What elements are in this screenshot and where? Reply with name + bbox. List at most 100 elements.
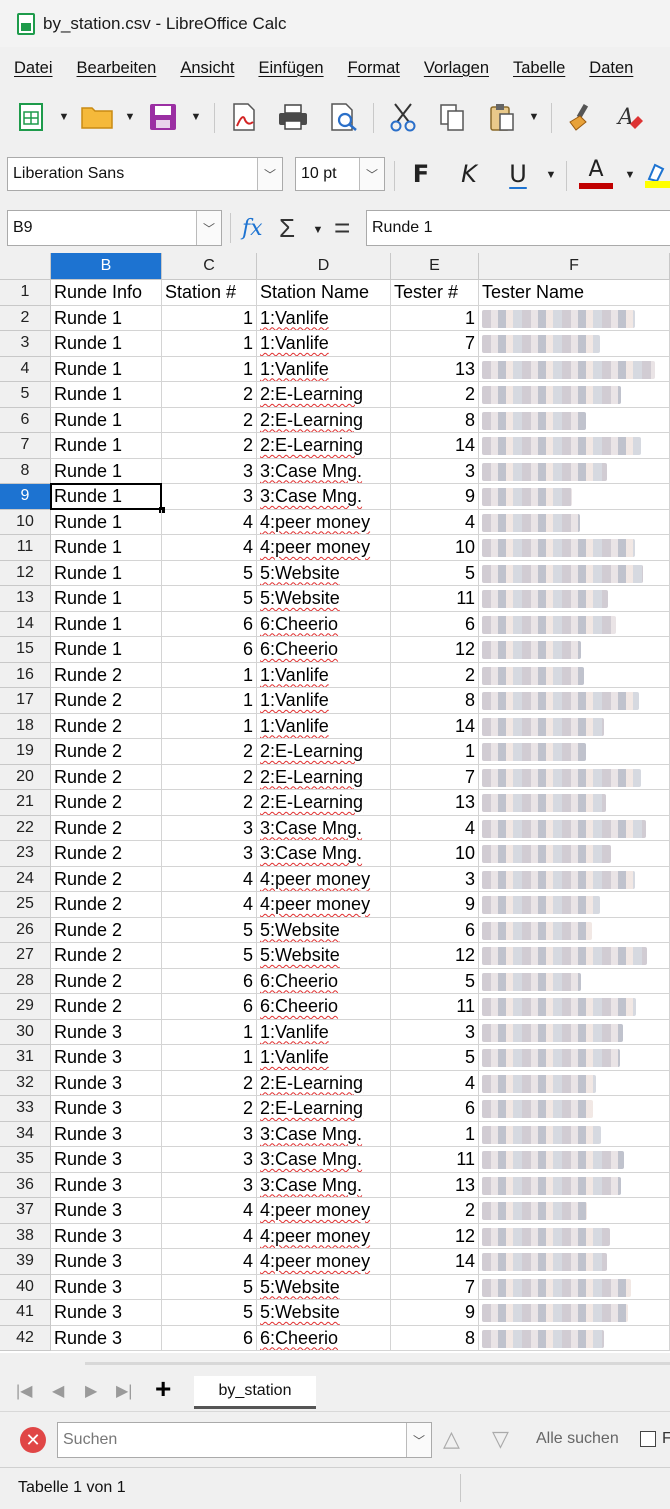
cell-station-number[interactable]: 5 (162, 1274, 257, 1300)
cell-station-name[interactable]: 2:E-Learning (257, 382, 391, 408)
cell-station-number[interactable]: 4 (162, 1198, 257, 1224)
cell-station-number[interactable]: 3 (162, 1172, 257, 1198)
cell-tester-name-redacted[interactable] (479, 739, 670, 765)
cell-station-number[interactable]: 4 (162, 509, 257, 535)
cell-station-number[interactable]: 1 (162, 688, 257, 714)
cell-runde-info[interactable]: Runde 1 (51, 560, 162, 586)
cell-runde-info[interactable]: Runde 1 (51, 535, 162, 561)
cell-tester-number[interactable]: 7 (391, 331, 479, 357)
cell-runde-info[interactable]: Runde 1 (51, 331, 162, 357)
column-header-e[interactable]: E (391, 253, 479, 280)
cell-runde-info[interactable]: Runde 3 (51, 1325, 162, 1351)
cell-runde-info[interactable]: Runde 2 (51, 841, 162, 867)
cell-station-number[interactable]: 2 (162, 739, 257, 765)
cut-icon[interactable] (385, 97, 421, 137)
cell-station-name[interactable]: 2:E-Learning (257, 1070, 391, 1096)
cell-tester-name-redacted[interactable] (479, 1300, 670, 1326)
row-header[interactable]: 13 (0, 586, 51, 612)
formula-input[interactable]: Runde 1 (366, 210, 670, 246)
paste-dropdown-icon[interactable]: ▼ (528, 111, 540, 123)
cell-station-name[interactable]: 2:E-Learning (257, 407, 391, 433)
cell-station-name[interactable]: 3:Case Mng. (257, 1121, 391, 1147)
row-header[interactable]: 33 (0, 1096, 51, 1122)
row-header[interactable]: 15 (0, 637, 51, 663)
cell-station-name[interactable]: 5:Website (257, 1274, 391, 1300)
cell-station-name[interactable]: 6:Cheerio (257, 1325, 391, 1351)
prev-sheet-icon[interactable]: ◀ (52, 1383, 65, 1400)
cell-tester-name-redacted[interactable] (479, 866, 670, 892)
cell-station-name[interactable]: 1:Vanlife (257, 1045, 391, 1071)
cell-tester-name-redacted[interactable] (479, 331, 670, 357)
cell-runde-info[interactable]: Runde 2 (51, 688, 162, 714)
cell-tester-number[interactable]: 8 (391, 1325, 479, 1351)
cell-runde-info[interactable]: Runde 1 (51, 509, 162, 535)
cell-station-name[interactable]: 3:Case Mng. (257, 841, 391, 867)
cell-station-name[interactable]: 1:Vanlife (257, 1019, 391, 1045)
cell-station-number[interactable]: 1 (162, 1045, 257, 1071)
export-pdf-icon[interactable] (226, 97, 262, 137)
cell-tester-name-redacted[interactable] (479, 1070, 670, 1096)
row-header[interactable]: 7 (0, 433, 51, 459)
cell-runde-info[interactable]: Runde 2 (51, 866, 162, 892)
row-header[interactable]: 30 (0, 1019, 51, 1045)
menu-datei[interactable]: Datei (14, 58, 53, 77)
bold-button[interactable]: F (412, 160, 430, 188)
cell-station-name[interactable]: 5:Website (257, 1300, 391, 1326)
new-spreadsheet-icon[interactable] (14, 97, 48, 137)
cell-runde-info[interactable]: Runde 3 (51, 1249, 162, 1275)
cell-tester-number[interactable]: 9 (391, 892, 479, 918)
paste-icon[interactable] (484, 97, 520, 137)
cell-station-name[interactable]: 6:Cheerio (257, 994, 391, 1020)
cell-station-name[interactable]: 3:Case Mng. (257, 815, 391, 841)
cell-runde-info[interactable]: Runde 1 (51, 484, 162, 510)
underline-button[interactable]: U (509, 160, 527, 188)
cell-runde-info[interactable]: Runde 1 (51, 458, 162, 484)
cell-station-number[interactable]: 6 (162, 611, 257, 637)
row-header[interactable]: 23 (0, 841, 51, 867)
cell-station-name[interactable]: 5:Website (257, 586, 391, 612)
cell-station-number[interactable]: 1 (162, 662, 257, 688)
cell-station-number[interactable]: 2 (162, 764, 257, 790)
font-size-combo[interactable]: 10 pt ﹀ (295, 157, 385, 191)
cell-station-number[interactable]: 2 (162, 1096, 257, 1122)
cell-runde-info[interactable]: Runde 1 (51, 611, 162, 637)
cell-tester-number[interactable]: 9 (391, 1300, 479, 1326)
cell-tester-number[interactable]: 2 (391, 662, 479, 688)
name-box[interactable]: B9 ﹀ (7, 210, 222, 246)
cell-tester-number[interactable]: 3 (391, 1019, 479, 1045)
cell-tester-name-redacted[interactable] (479, 1147, 670, 1173)
cell-station-number[interactable]: 5 (162, 917, 257, 943)
row-header[interactable]: 11 (0, 535, 51, 561)
underline-dropdown-icon[interactable]: ▼ (545, 169, 557, 181)
cell-station-name[interactable]: 2:E-Learning (257, 739, 391, 765)
row-header[interactable]: 8 (0, 458, 51, 484)
chevron-down-icon[interactable]: ﹀ (196, 211, 221, 245)
cell-tester-name-redacted[interactable] (479, 917, 670, 943)
cell-station-number[interactable]: 4 (162, 866, 257, 892)
cell-station-name[interactable]: 4:peer money (257, 1249, 391, 1275)
clear-formatting-icon[interactable]: A (612, 97, 648, 137)
cell-tester-number[interactable]: 7 (391, 1274, 479, 1300)
cell-runde-info[interactable]: Runde 1 (51, 407, 162, 433)
cell-tester-number[interactable]: 4 (391, 509, 479, 535)
cell-station-name[interactable]: 6:Cheerio (257, 637, 391, 663)
cell-tester-number[interactable]: 1 (391, 1121, 479, 1147)
row-header[interactable]: 32 (0, 1070, 51, 1096)
header-cell[interactable]: Tester Name (479, 280, 670, 306)
cell-station-number[interactable]: 1 (162, 331, 257, 357)
cell-runde-info[interactable]: Runde 2 (51, 994, 162, 1020)
row-header[interactable]: 3 (0, 331, 51, 357)
menu-daten[interactable]: Daten (589, 58, 634, 77)
row-header[interactable]: 22 (0, 815, 51, 841)
cell-runde-info[interactable]: Runde 3 (51, 1300, 162, 1326)
cell-tester-number[interactable]: 12 (391, 1223, 479, 1249)
cell-runde-info[interactable]: Runde 1 (51, 382, 162, 408)
row-header[interactable]: 24 (0, 866, 51, 892)
row-header[interactable]: 31 (0, 1045, 51, 1071)
cell-runde-info[interactable]: Runde 1 (51, 637, 162, 663)
cell-tester-name-redacted[interactable] (479, 892, 670, 918)
cell-tester-number[interactable]: 4 (391, 1070, 479, 1096)
cell-runde-info[interactable]: Runde 3 (51, 1121, 162, 1147)
cell-runde-info[interactable]: Runde 2 (51, 739, 162, 765)
cell-runde-info[interactable]: Runde 1 (51, 305, 162, 331)
